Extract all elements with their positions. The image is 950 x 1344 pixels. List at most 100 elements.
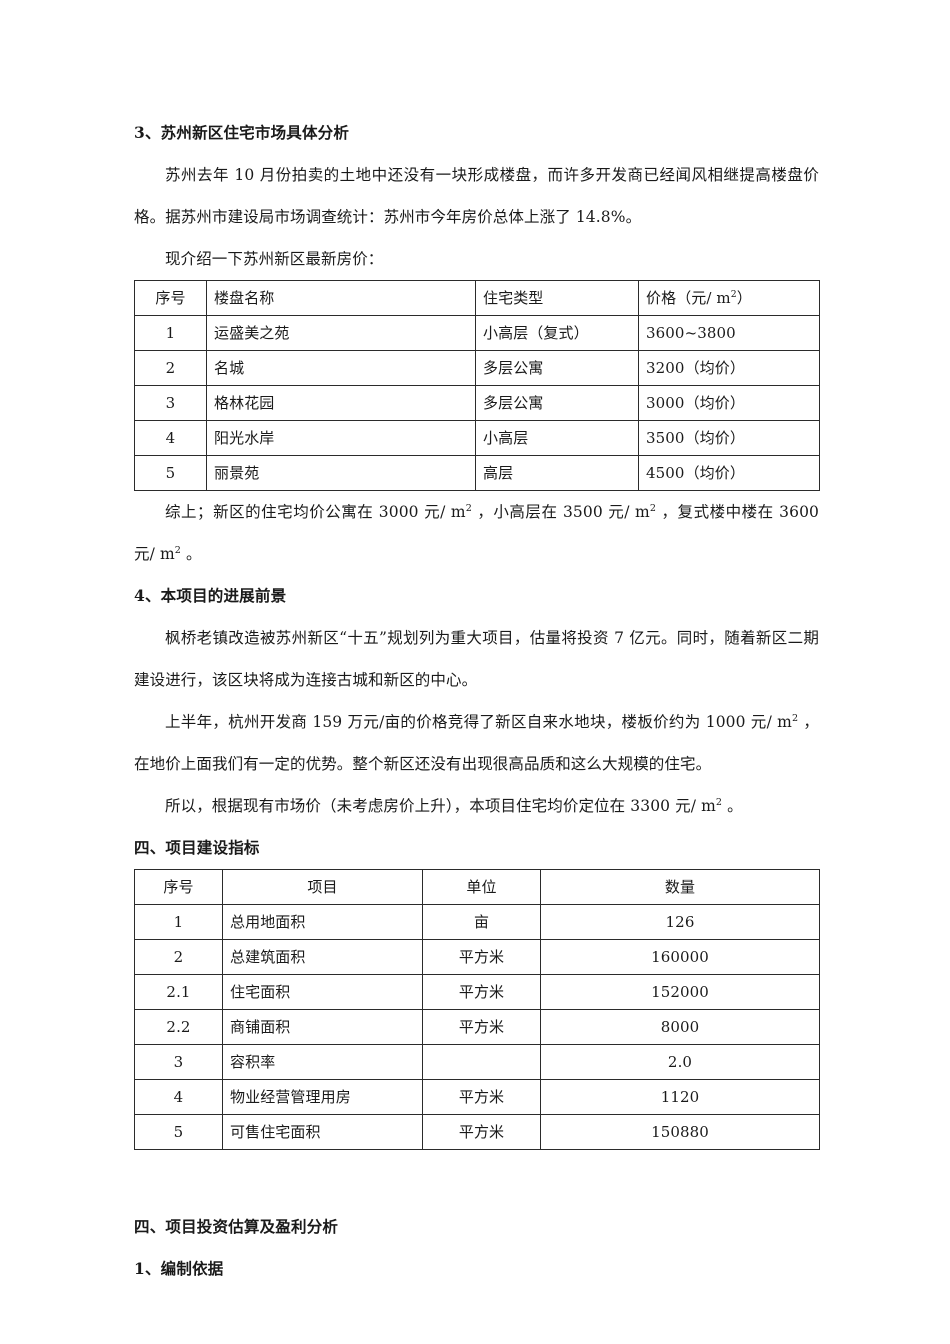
heading-section-3: 3、苏州新区住宅市场具体分析 [134, 123, 350, 142]
price-header-prefix: 价格（元/ m [646, 288, 731, 307]
cell-housing-type: 高层 [475, 455, 639, 491]
land-price-part-1: 上半年，杭州开发商 159 万元/亩的价格竞得了新区自来水地块，楼板价约为 10… [165, 713, 792, 731]
cell-unit: 平方米 [422, 1079, 541, 1115]
cell-no: 4 [134, 420, 207, 456]
summary-superscript-1: 2 [465, 502, 472, 514]
table-row: 2 总建筑面积 平方米 160000 [134, 939, 820, 975]
section-spacer [134, 1150, 819, 1206]
cell-item: 住宅面积 [222, 974, 423, 1010]
summary-part-1: 综上；新区的住宅均价公寓在 3000 元/ m [165, 503, 466, 521]
cell-unit: 亩 [422, 904, 541, 940]
column-header-quantity: 数量 [540, 869, 820, 905]
cell-no: 3 [134, 385, 207, 421]
cell-item: 商铺面积 [222, 1009, 423, 1045]
column-header-project-name: 楼盘名称 [206, 280, 476, 316]
table-header-row: 序号 项目 单位 数量 [134, 869, 820, 905]
cell-quantity: 1120 [540, 1079, 820, 1115]
cell-unit: 平方米 [422, 939, 541, 975]
positioning-part-2: 。 [722, 797, 743, 815]
table-row: 4 物业经营管理用房 平方米 1120 [134, 1079, 820, 1115]
column-header-no: 序号 [134, 869, 223, 905]
cell-housing-type: 多层公寓 [475, 385, 639, 421]
table-row: 1 运盛美之苑 小高层（复式） 3600~3800 [134, 315, 820, 351]
cell-no: 1 [134, 904, 223, 940]
cell-quantity: 126 [540, 904, 820, 940]
column-header-housing-type: 住宅类型 [475, 280, 639, 316]
positioning-part-1: 所以，根据现有市场价（未考虑房价上升），本项目住宅均价定位在 3300 元/ m [165, 797, 716, 815]
paragraph-price-summary: 综上；新区的住宅均价公寓在 3000 元/ m2 ，小高层在 3500 元/ m… [134, 491, 819, 575]
land-price-superscript: 2 [791, 712, 799, 724]
cell-project-name: 丽景苑 [206, 455, 476, 491]
cell-housing-type: 小高层 [475, 420, 639, 456]
paragraph-land-price: 上半年，杭州开发商 159 万元/亩的价格竞得了新区自来水地块，楼板价约为 10… [134, 701, 819, 785]
heading-investment-analysis: 四、项目投资估算及盈利分析 [134, 1217, 339, 1236]
cell-no: 2.2 [134, 1009, 223, 1045]
table-row: 1 总用地面积 亩 126 [134, 904, 820, 940]
cell-item: 总建筑面积 [222, 939, 423, 975]
table-row: 3 容积率 2.0 [134, 1044, 820, 1080]
paragraph-intro-prices: 现介绍一下苏州新区最新房价： [165, 250, 384, 268]
summary-superscript-3: 2 [174, 544, 181, 556]
cell-quantity: 8000 [540, 1009, 820, 1045]
cell-item: 总用地面积 [222, 904, 423, 940]
cell-project-name: 格林花园 [206, 385, 476, 421]
summary-part-2: ，小高层在 3500 元/ m [471, 503, 650, 521]
table-construction-indicators: 序号 项目 单位 数量 1 总用地面积 亩 126 2 总建筑面积 平方米 16… [134, 869, 820, 1150]
cell-project-name: 阳光水岸 [206, 420, 476, 456]
cell-unit: 平方米 [422, 1114, 541, 1150]
cell-no: 5 [134, 455, 207, 491]
paragraph-project-prospect: 枫桥老镇改造被苏州新区“十五”规划列为重大项目，估量将投资 7 亿元。同时，随着… [134, 629, 819, 689]
cell-no: 1 [134, 315, 207, 351]
land-price-part-2: ，在地价上面我们有一定的优势。整个新区还没有出现很高品质和这么大规模的住宅。 [134, 713, 819, 773]
column-header-item: 项目 [222, 869, 423, 905]
positioning-superscript: 2 [715, 796, 723, 808]
table-row: 4 阳光水岸 小高层 3500（均价） [134, 420, 820, 456]
heading-section-4: 4、本项目的进展前景 [134, 586, 287, 605]
price-header-superscript: 2 [730, 288, 737, 300]
cell-price: 3500（均价） [638, 420, 820, 456]
table-row: 5 丽景苑 高层 4500（均价） [134, 455, 820, 491]
cell-housing-type: 多层公寓 [475, 350, 639, 386]
table-new-district-prices: 序号 楼盘名称 住宅类型 价格（元/ m2） 1 运盛美之苑 小高层（复式） 3… [134, 280, 820, 491]
cell-unit: 平方米 [422, 974, 541, 1010]
cell-no: 3 [134, 1044, 223, 1080]
cell-price: 3600~3800 [638, 315, 820, 351]
cell-quantity: 152000 [540, 974, 820, 1010]
column-header-no: 序号 [134, 280, 207, 316]
table-row: 3 格林花园 多层公寓 3000（均价） [134, 385, 820, 421]
cell-no: 4 [134, 1079, 223, 1115]
cell-no: 5 [134, 1114, 223, 1150]
table-row: 2.2 商铺面积 平方米 8000 [134, 1009, 820, 1045]
paragraph-price-positioning: 所以，根据现有市场价（未考虑房价上升），本项目住宅均价定位在 3300 元/ m… [134, 785, 819, 827]
cell-item: 可售住宅面积 [222, 1114, 423, 1150]
cell-item: 物业经营管理用房 [222, 1079, 423, 1115]
price-header-suffix: ） [736, 288, 752, 307]
paragraph-market-analysis: 苏州去年 10 月份拍卖的土地中还没有一块形成楼盘，而许多开发商已经闻风相继提高… [134, 166, 819, 226]
column-header-price: 价格（元/ m2） [638, 280, 820, 316]
document-content: 3、苏州新区住宅市场具体分析 苏州去年 10 月份拍卖的土地中还没有一块形成楼盘… [134, 112, 820, 1290]
cell-no: 2 [134, 350, 207, 386]
cell-item: 容积率 [222, 1044, 423, 1080]
summary-superscript-2: 2 [649, 502, 657, 514]
cell-price: 3000（均价） [638, 385, 820, 421]
cell-quantity: 150880 [540, 1114, 820, 1150]
table-row: 2 名城 多层公寓 3200（均价） [134, 350, 820, 386]
cell-price: 4500（均价） [638, 455, 820, 491]
summary-part-3: ，复式楼中楼在 3600 元/ m [134, 503, 819, 563]
column-header-unit: 单位 [422, 869, 541, 905]
table-row: 2.1 住宅面积 平方米 152000 [134, 974, 820, 1010]
cell-price: 3200（均价） [638, 350, 820, 386]
table-row: 5 可售住宅面积 平方米 150880 [134, 1114, 820, 1150]
heading-construction-indicators: 四、项目建设指标 [134, 838, 260, 857]
cell-project-name: 名城 [206, 350, 476, 386]
cell-no: 2.1 [134, 974, 223, 1010]
table-header-row: 序号 楼盘名称 住宅类型 价格（元/ m2） [134, 280, 820, 316]
cell-project-name: 运盛美之苑 [206, 315, 476, 351]
cell-unit [422, 1044, 541, 1080]
summary-part-4: 。 [180, 545, 202, 563]
cell-no: 2 [134, 939, 223, 975]
heading-compilation-basis: 1、编制依据 [134, 1259, 224, 1278]
cell-quantity: 2.0 [540, 1044, 820, 1080]
cell-quantity: 160000 [540, 939, 820, 975]
